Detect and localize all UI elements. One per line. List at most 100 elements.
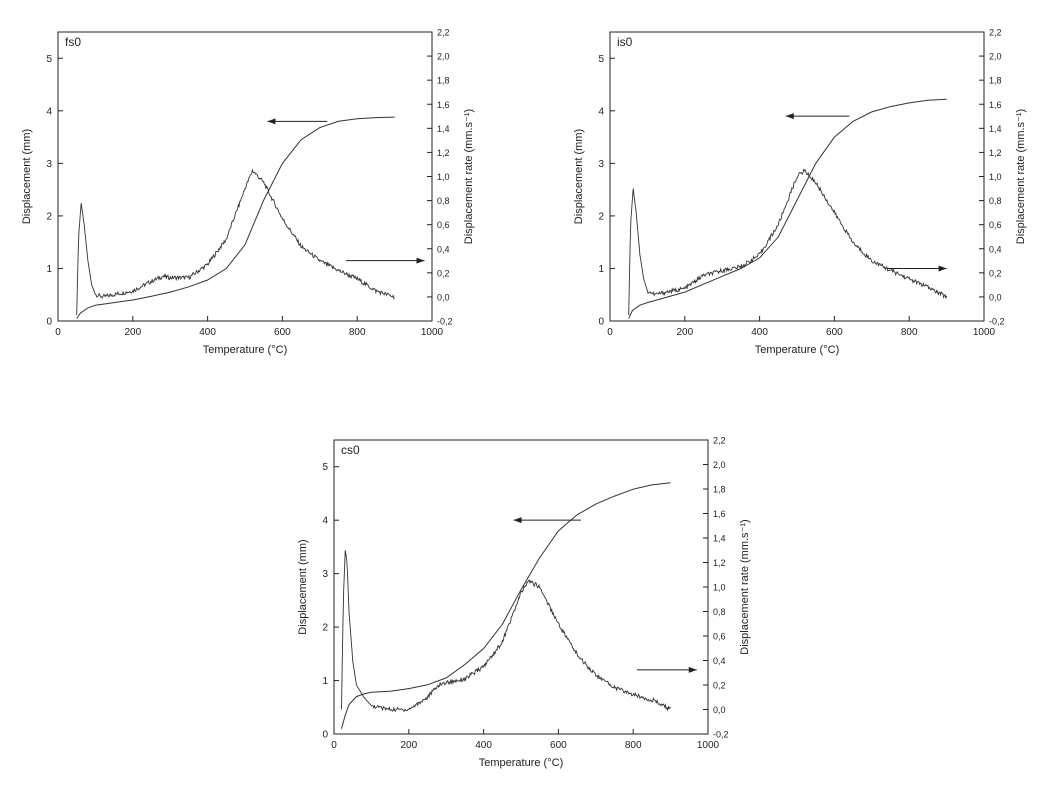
- x-tick-label: 0: [55, 327, 61, 338]
- displacement-line: [76, 116, 395, 319]
- y-tick-label: 1: [598, 264, 604, 275]
- x-tick-label: 400: [199, 327, 216, 338]
- x-axis-title: Temperature (°C): [203, 344, 287, 356]
- y-tick-label: 1: [46, 264, 52, 275]
- y2-tick-label: 0,6: [989, 220, 1002, 230]
- y2-tick-label: 1,0: [437, 172, 450, 182]
- plot-frame: [57, 31, 433, 322]
- y2-tick-label: 0,8: [989, 196, 1002, 206]
- arrow-right-icon: [886, 265, 947, 272]
- x-tick-label: 400: [475, 740, 492, 751]
- panel-label: is0: [617, 35, 633, 49]
- arrow-head: [267, 118, 276, 125]
- y2-tick-label: 0,4: [437, 244, 450, 254]
- y2-tick-label: 2,0: [989, 52, 1002, 62]
- x-axis-title: Temperature (°C): [755, 344, 839, 356]
- y2-tick-label: 0,4: [713, 656, 726, 666]
- x-tick-label: 200: [124, 327, 141, 338]
- x-tick-label: 600: [274, 327, 291, 338]
- y2-axis-title: Displacement rate (mm.s⁻¹): [1015, 109, 1027, 244]
- y-tick-label: 3: [322, 569, 328, 580]
- y2-axis-title: Displacement rate (mm.s⁻¹): [463, 109, 475, 244]
- y2-tick-label: -0,2: [713, 730, 729, 740]
- y-axis-title: Displacement (mm): [297, 539, 309, 634]
- y2-tick-label: 2,2: [437, 28, 450, 38]
- arrow-left-icon: [267, 118, 328, 125]
- y2-tick-label: 0,8: [437, 196, 450, 206]
- y2-tick-label: 0,2: [437, 268, 450, 278]
- arrow-right-icon: [636, 666, 697, 673]
- y-tick-label: 0: [322, 730, 328, 741]
- x-tick-label: 0: [607, 327, 613, 338]
- y2-tick-label: 2,2: [989, 28, 1002, 38]
- x-tick-label: 800: [901, 327, 918, 338]
- y2-tick-label: 2,2: [713, 436, 726, 446]
- x-tick-label: 1000: [973, 327, 996, 338]
- panel-label: cs0: [341, 443, 360, 457]
- x-tick-label: 0: [331, 740, 337, 751]
- y2-tick-label: 0,6: [713, 632, 726, 642]
- y-tick-label: 0: [46, 317, 52, 328]
- x-tick-label: 1000: [697, 740, 720, 751]
- displacement-rate-line: [76, 168, 395, 316]
- y2-tick-label: 1,6: [713, 509, 726, 519]
- y2-tick-label: 1,2: [989, 148, 1002, 158]
- y-tick-label: 2: [46, 211, 52, 222]
- x-tick-label: 800: [349, 327, 366, 338]
- y2-tick-label: 1,4: [713, 534, 726, 544]
- x-tick-label: 800: [625, 740, 642, 751]
- y-tick-label: 2: [322, 623, 328, 634]
- y2-tick-label: 1,4: [989, 124, 1002, 134]
- arrow-head: [513, 517, 522, 524]
- plot-frame: [333, 439, 709, 735]
- y-tick-label: 2: [598, 211, 604, 222]
- y-tick-label: 5: [598, 54, 604, 65]
- y-tick-label: 1: [322, 676, 328, 687]
- y2-tick-label: 0,0: [437, 292, 450, 302]
- y2-tick-label: 0,0: [713, 705, 726, 715]
- displacement-line: [628, 98, 947, 319]
- y-tick-label: 4: [322, 516, 328, 527]
- x-tick-label: 200: [400, 740, 417, 751]
- arrow-head: [785, 113, 794, 120]
- y2-tick-label: -0,2: [989, 317, 1005, 327]
- chart-panel-is0: 0 200 400 600 800 1000 0 1 2 3 4 5 -0,2 0,0 0,2 0,4 0,6 0…: [573, 28, 1027, 357]
- x-tick-label: 600: [550, 740, 567, 751]
- arrow-head: [416, 257, 425, 264]
- y2-tick-label: 1,0: [989, 172, 1002, 182]
- arrow-right-icon: [345, 257, 425, 264]
- panel-label: fs0: [65, 35, 81, 49]
- x-tick-label: 400: [751, 327, 768, 338]
- chart-panel-fs0: 0 200 400 600 800 1000 0 1 2 3 4 5 -0,2 0,0 0,2 0,4 0,6 0…: [21, 28, 475, 357]
- y2-tick-label: 1,8: [437, 76, 450, 86]
- y2-tick-label: 1,6: [989, 100, 1002, 110]
- chart-panel-cs0: 0 200 400 600 800 1000 0 1 2 3 4 5 -0,2 0,0 0,2 0,4 0,6 0…: [297, 436, 751, 770]
- x-tick-label: 200: [676, 327, 693, 338]
- y2-axis-title: Displacement rate (mm.s⁻¹): [739, 519, 751, 654]
- y2-tick-label: 1,8: [713, 485, 726, 495]
- x-tick-label: 600: [826, 327, 843, 338]
- arrow-left-icon: [513, 517, 581, 524]
- y2-tick-label: 0,4: [989, 244, 1002, 254]
- plot-frame: [609, 31, 985, 322]
- y-axis-title: Displacement (mm): [21, 129, 33, 224]
- y2-tick-label: 1,2: [713, 558, 726, 568]
- y-axis-title: Displacement (mm): [573, 129, 585, 224]
- displacement-rate-line: [341, 550, 671, 713]
- y-tick-label: 4: [598, 106, 604, 117]
- y-tick-label: 4: [46, 106, 52, 117]
- y2-tick-label: 2,0: [713, 460, 726, 470]
- y2-tick-label: 1,0: [713, 583, 726, 593]
- arrow-left-icon: [785, 113, 850, 120]
- displacement-line: [341, 482, 671, 729]
- arrow-head: [688, 666, 697, 673]
- y-tick-label: 5: [322, 462, 328, 473]
- y-tick-label: 3: [598, 159, 604, 170]
- y2-tick-label: 0,2: [713, 681, 726, 691]
- y-tick-label: 3: [46, 159, 52, 170]
- y2-tick-label: 1,4: [437, 124, 450, 134]
- y2-tick-label: 2,0: [437, 52, 450, 62]
- y2-tick-label: 1,6: [437, 100, 450, 110]
- y2-tick-label: -0,2: [437, 317, 453, 327]
